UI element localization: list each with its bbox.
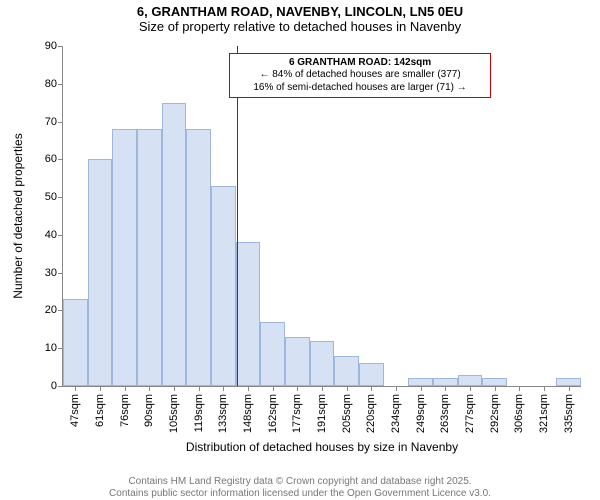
x-tick-mark — [470, 386, 471, 391]
y-tick-label: 20 — [45, 304, 63, 316]
x-tick-mark — [347, 386, 348, 391]
x-tick-label: 76sqm — [119, 394, 131, 427]
histogram-bar — [310, 341, 335, 386]
y-tick-label: 0 — [51, 380, 63, 392]
x-tick-label: 220sqm — [365, 394, 377, 433]
histogram-bar — [63, 299, 88, 386]
x-tick-label: 148sqm — [242, 394, 254, 433]
histogram-bar — [359, 363, 384, 386]
x-tick-label: 90sqm — [143, 394, 155, 427]
y-tick-label: 30 — [45, 267, 63, 279]
x-axis-label: Distribution of detached houses by size … — [186, 440, 458, 454]
x-tick-label: 277sqm — [464, 394, 476, 433]
y-tick-label: 10 — [45, 342, 63, 354]
histogram-bar — [236, 242, 261, 386]
info-box-title: 6 GRANTHAM ROAD: 142sqm — [236, 57, 485, 70]
chart-title: 6, GRANTHAM ROAD, NAVENBY, LINCOLN, LN5 … — [0, 4, 600, 34]
x-tick-mark — [421, 386, 422, 391]
histogram-bar — [112, 129, 137, 386]
histogram-bar — [556, 378, 581, 386]
histogram-bar — [285, 337, 310, 386]
info-box: 6 GRANTHAM ROAD: 142sqm← 84% of detached… — [229, 53, 492, 99]
x-tick-label: 61sqm — [94, 394, 106, 427]
x-tick-mark — [75, 386, 76, 391]
x-tick-mark — [396, 386, 397, 391]
info-box-line: 16% of semi-detached houses are larger (… — [236, 82, 485, 95]
histogram-bar — [137, 129, 162, 386]
x-tick-label: 133sqm — [217, 394, 229, 433]
histogram-bar — [334, 356, 359, 386]
info-box-line: ← 84% of detached houses are smaller (37… — [236, 69, 485, 82]
histogram-bar — [260, 322, 285, 386]
y-tick-label: 80 — [45, 78, 63, 90]
x-tick-label: 105sqm — [168, 394, 180, 433]
x-tick-mark — [149, 386, 150, 391]
x-tick-mark — [519, 386, 520, 391]
x-tick-mark — [273, 386, 274, 391]
histogram-bar — [186, 129, 211, 386]
x-tick-label: 306sqm — [513, 394, 525, 433]
x-tick-label: 263sqm — [439, 394, 451, 433]
x-tick-label: 249sqm — [415, 394, 427, 433]
x-tick-mark — [322, 386, 323, 391]
y-tick-label: 90 — [45, 40, 63, 52]
y-tick-label: 70 — [45, 116, 63, 128]
x-tick-label: 177sqm — [291, 394, 303, 433]
x-tick-label: 119sqm — [193, 394, 205, 432]
x-tick-mark — [125, 386, 126, 391]
y-tick-label: 50 — [45, 191, 63, 203]
title-line-1: 6, GRANTHAM ROAD, NAVENBY, LINCOLN, LN5 … — [0, 4, 600, 19]
x-tick-mark — [371, 386, 372, 391]
histogram-bar — [408, 378, 433, 386]
x-tick-mark — [445, 386, 446, 391]
chart-footer: Contains HM Land Registry data © Crown c… — [0, 476, 600, 500]
x-tick-label: 205sqm — [341, 394, 353, 433]
x-tick-mark — [544, 386, 545, 391]
x-tick-mark — [569, 386, 570, 391]
histogram-bar — [433, 378, 458, 386]
y-axis-label: Number of detached properties — [11, 133, 25, 298]
x-tick-mark — [248, 386, 249, 391]
x-tick-label: 292sqm — [489, 394, 501, 433]
chart-container: 6, GRANTHAM ROAD, NAVENBY, LINCOLN, LN5 … — [0, 0, 600, 500]
footer-line-2: Contains public sector information licen… — [0, 488, 600, 500]
title-line-2: Size of property relative to detached ho… — [0, 19, 600, 34]
histogram-bar — [482, 378, 507, 386]
histogram-bar — [211, 186, 236, 386]
footer-line-1: Contains HM Land Registry data © Crown c… — [0, 476, 600, 488]
y-tick-label: 60 — [45, 153, 63, 165]
x-tick-mark — [199, 386, 200, 391]
x-tick-label: 234sqm — [390, 394, 402, 433]
x-tick-mark — [495, 386, 496, 391]
x-tick-label: 47sqm — [69, 394, 81, 427]
x-tick-label: 162sqm — [267, 394, 279, 433]
x-tick-mark — [174, 386, 175, 391]
x-tick-label: 321sqm — [538, 394, 550, 433]
x-tick-mark — [223, 386, 224, 391]
plot-area: 0102030405060708090Number of detached pr… — [62, 46, 581, 387]
y-tick-label: 40 — [45, 229, 63, 241]
histogram-bar — [162, 103, 187, 386]
x-tick-label: 335sqm — [563, 394, 575, 433]
x-tick-mark — [297, 386, 298, 391]
histogram-bar — [88, 159, 113, 386]
histogram-bar — [458, 375, 483, 386]
x-tick-mark — [100, 386, 101, 391]
x-tick-label: 191sqm — [316, 394, 328, 433]
